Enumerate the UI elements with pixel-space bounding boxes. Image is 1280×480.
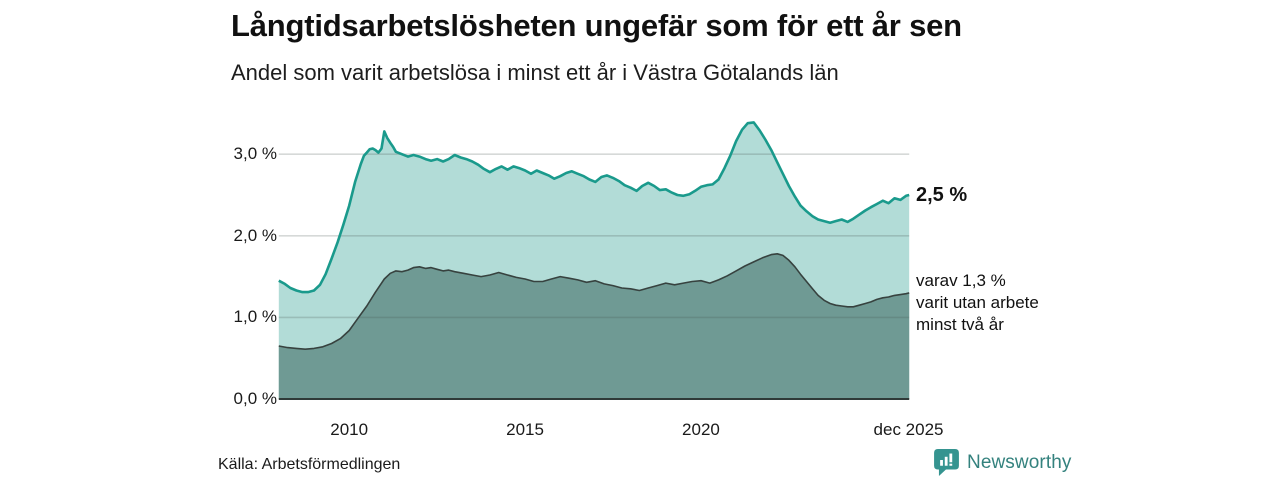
x-axis-tick-2015: 2015 [506, 420, 544, 439]
series-line [278, 121, 910, 294]
y-axis-tick-1: 1,0 % [233, 307, 277, 327]
chart-title: Långtidsarbetslösheten ungefär som för e… [231, 8, 962, 43]
latest-value-annotation: 2,5 % [916, 184, 968, 206]
secondary-series-annotation: varav 1,3 % varit utan arbete minst två … [916, 271, 1039, 334]
newsworthy-logo: Newsworthy [934, 449, 1071, 476]
source-note: Källa: Arbetsförmedlingen [218, 456, 401, 473]
series-line [278, 253, 910, 351]
chart-subtitle: Andel som varit arbetslösa i minst ett å… [231, 60, 839, 85]
newsworthy-bubble-chart-icon [934, 449, 959, 476]
newsworthy-logo-text: Newsworthy [967, 451, 1072, 473]
area-fill [278, 253, 910, 399]
x-axis-tick-dec-2025: dec 2025 [873, 420, 944, 439]
x-axis-tick-2010: 2010 [330, 420, 369, 439]
x-axis-tick-2020: 2020 [682, 420, 720, 439]
y-axis-tick-2: 2,0 % [233, 225, 277, 245]
y-axis-tick-3: 3,0 % [233, 144, 277, 164]
y-axis-tick-0: 0,0 % [233, 389, 277, 408]
